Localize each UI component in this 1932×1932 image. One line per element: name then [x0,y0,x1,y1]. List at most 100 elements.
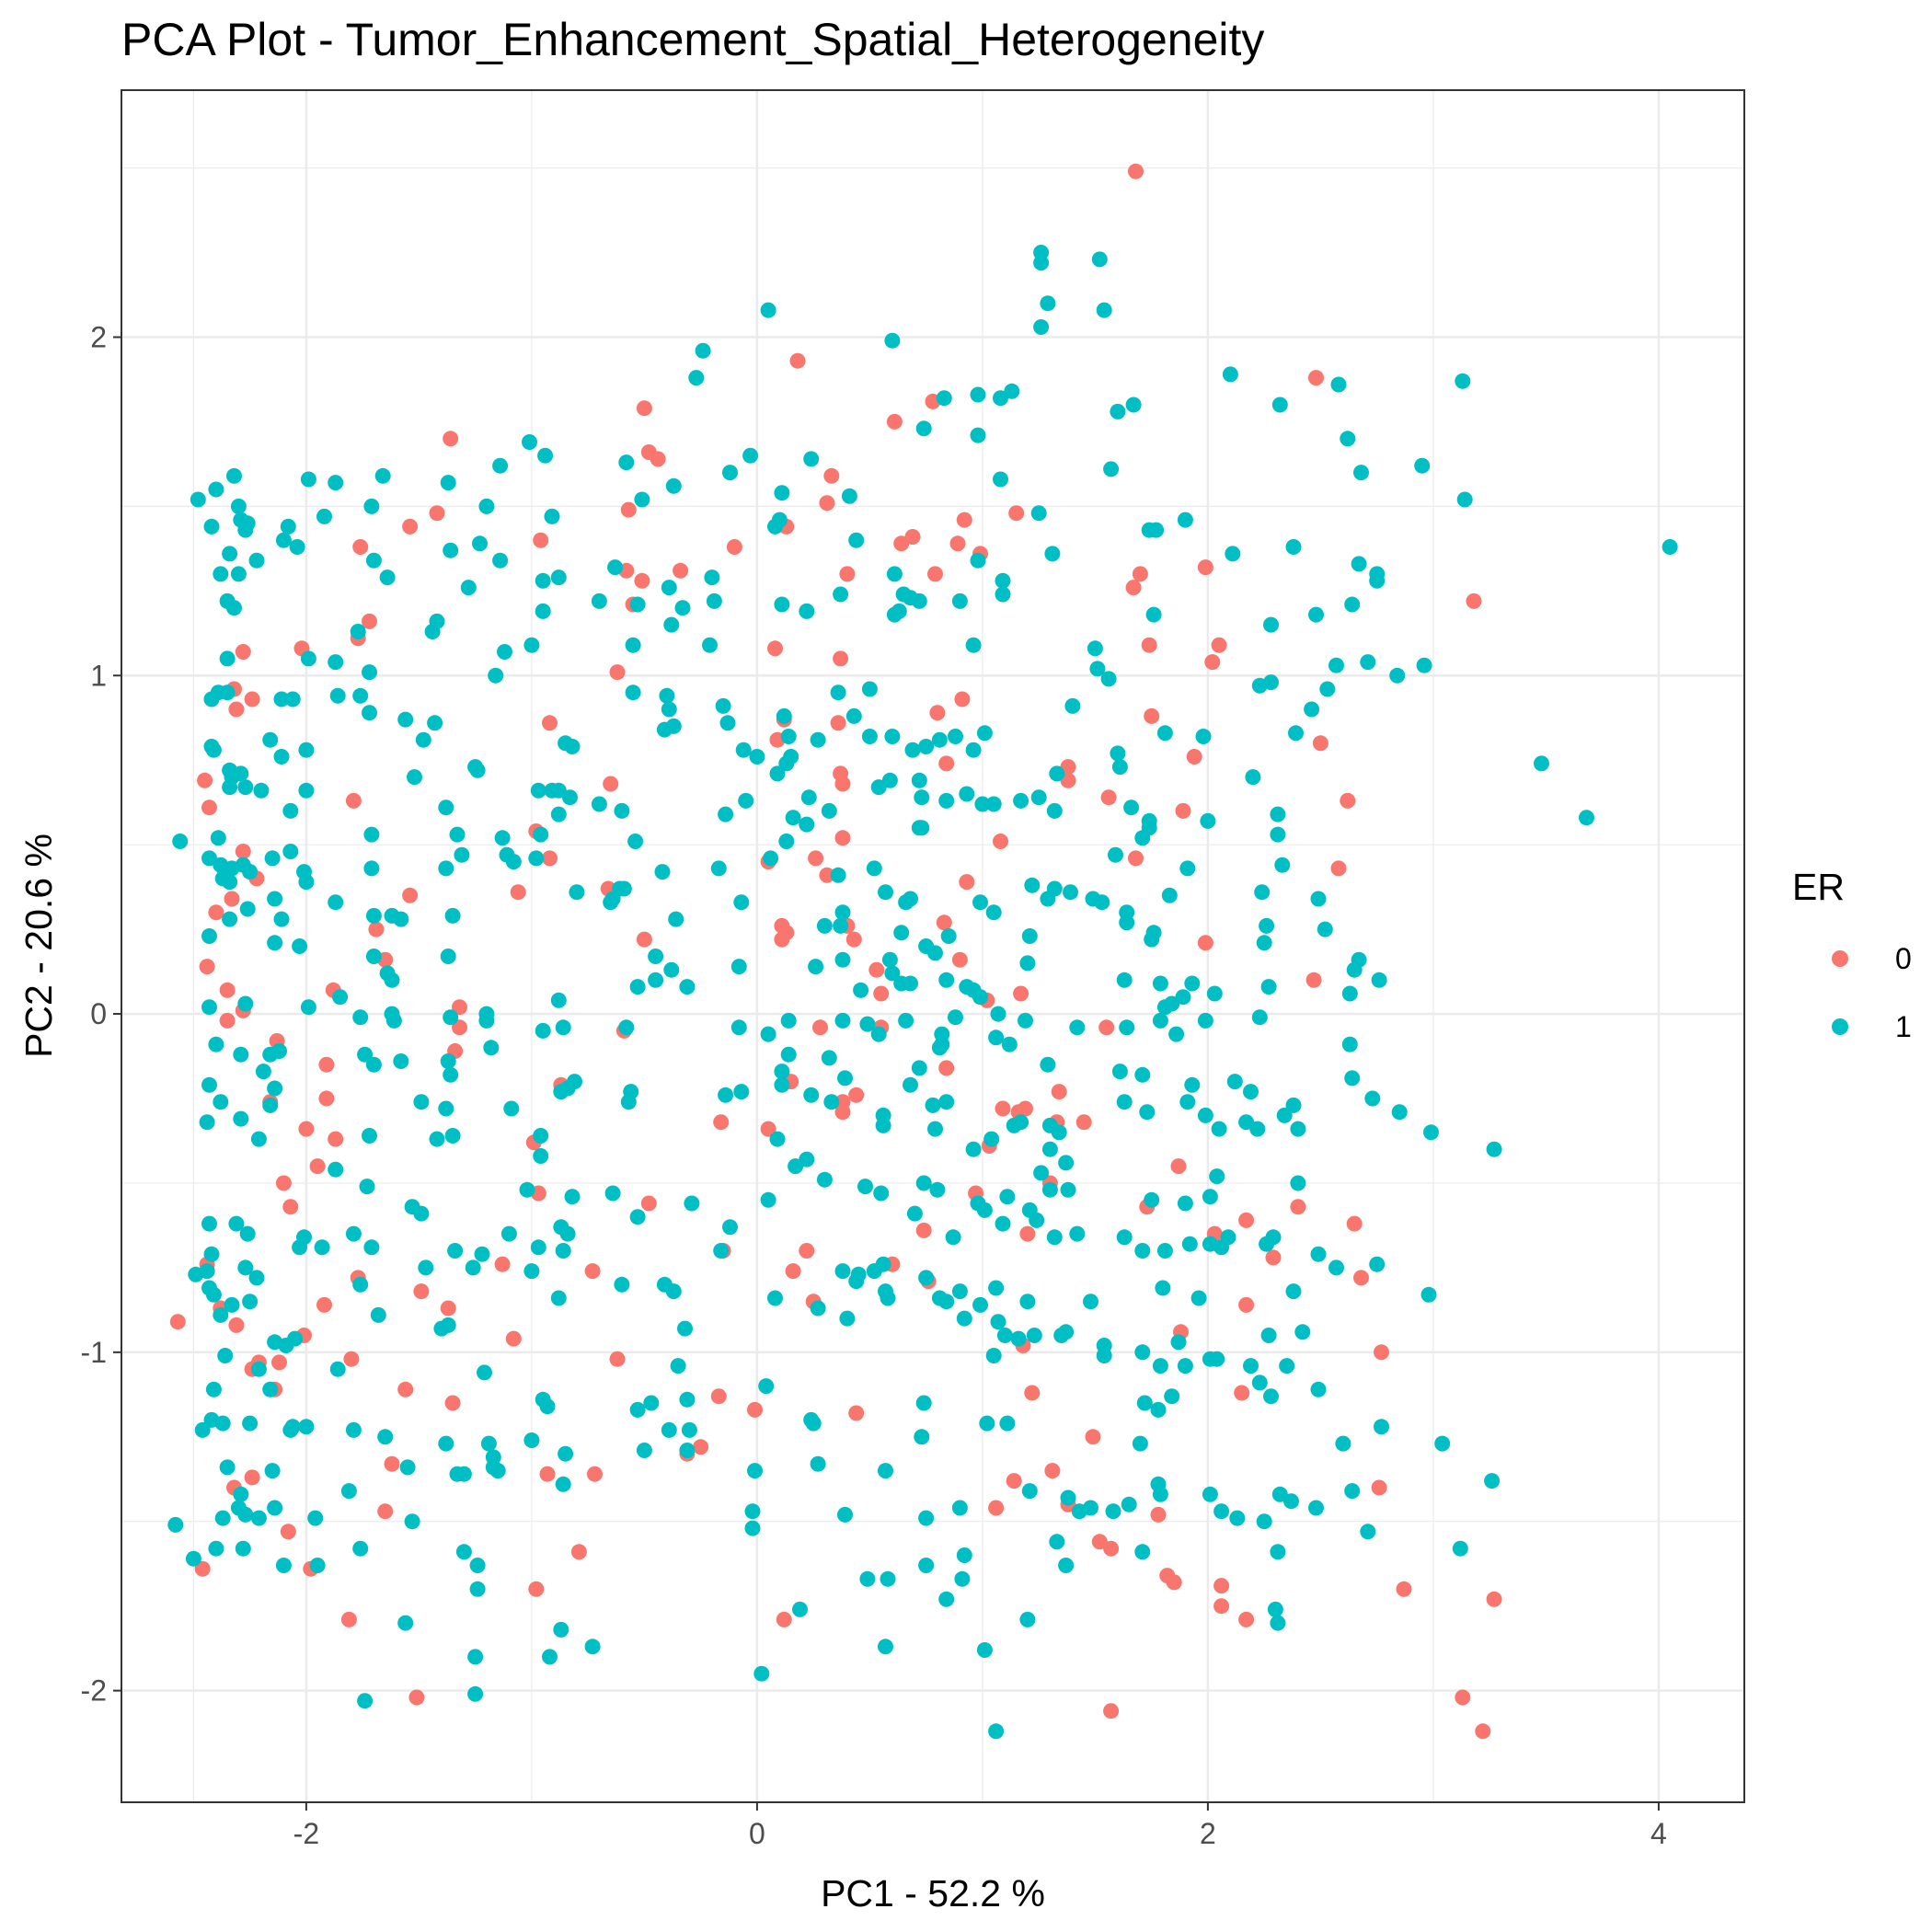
data-point-er-0 [1103,1703,1120,1719]
data-point-er-1 [503,1100,520,1117]
data-point-er-1 [1270,806,1286,822]
data-point-er-1 [363,860,380,877]
data-point-er-1 [352,1009,369,1026]
data-point-er-1 [1211,1121,1227,1137]
data-point-er-1 [413,1205,430,1222]
data-point-er-1 [1033,255,1050,271]
data-point-er-1 [233,1110,249,1127]
data-point-er-1 [1177,1358,1193,1374]
data-point-er-1 [1111,759,1128,776]
data-point-er-1 [523,1432,540,1448]
data-point-er-0 [936,914,952,931]
data-point-er-1 [550,992,567,1008]
data-point-er-0 [774,931,790,948]
data-point-er-1 [1328,1259,1344,1276]
data-point-er-0 [650,451,666,467]
data-point-er-0 [710,1388,727,1405]
data-point-er-1 [774,1076,790,1093]
data-point-er-1 [424,624,441,639]
data-point-er-1 [280,518,296,535]
data-point-er-1 [1058,1558,1075,1573]
data-point-er-1 [438,799,454,816]
data-point-er-1 [915,420,932,437]
data-point-er-1 [185,1550,201,1567]
data-point-er-1 [929,1181,946,1198]
data-point-er-1 [938,792,955,809]
data-point-er-1 [936,390,952,407]
data-point-er-1 [1105,1503,1121,1520]
data-point-er-0 [726,539,742,555]
data-point-er-1 [878,884,893,901]
data-point-er-1 [1152,975,1168,992]
data-point-er-0 [1305,972,1322,988]
data-point-er-1 [584,1639,601,1655]
data-point-er-1 [237,1259,254,1276]
data-point-er-1 [363,826,380,843]
data-point-er-1 [298,1419,315,1435]
data-point-er-0 [533,532,549,548]
data-point-er-1 [1276,1107,1293,1123]
data-point-er-1 [884,965,901,982]
data-point-er-1 [440,1053,456,1069]
data-point-er-0 [868,961,885,978]
data-point-er-1 [385,1012,402,1029]
data-point-er-1 [284,691,301,707]
data-point-er-1 [938,972,955,988]
data-point-er-1 [744,1503,761,1520]
data-point-er-0 [1238,1296,1255,1313]
data-point-er-1 [1202,1189,1218,1205]
data-point-er-1 [1328,657,1344,673]
data-point-er-0 [767,640,783,657]
data-point-er-1 [190,491,206,508]
data-point-er-1 [1119,914,1135,931]
data-point-er-1 [233,1486,249,1502]
data-point-er-1 [201,1215,217,1232]
data-point-er-1 [1116,1094,1133,1110]
data-point-er-1 [1018,1012,1033,1029]
data-point-er-1 [352,687,369,704]
data-point-er-1 [972,1296,988,1313]
data-point-er-1 [848,532,865,548]
data-point-er-1 [663,961,680,978]
data-point-er-0 [352,539,369,555]
data-point-er-1 [535,603,551,619]
data-point-er-1 [948,729,963,744]
data-point-er-1 [239,1225,256,1242]
data-point-er-1 [365,1056,382,1073]
data-point-er-1 [1033,1165,1050,1181]
data-point-er-1 [1222,366,1238,383]
data-point-er-1 [769,1131,786,1147]
data-point-er-1 [1021,1483,1038,1500]
data-point-er-1 [1341,985,1358,1002]
data-point-er-1 [1243,1358,1259,1374]
data-point-er-0 [224,891,240,907]
data-point-er-1 [1184,975,1201,992]
data-point-er-1 [780,1012,797,1029]
data-point-er-0 [208,904,224,921]
data-point-er-1 [222,779,238,796]
data-point-er-1 [625,684,641,701]
data-point-er-1 [985,904,1002,921]
data-point-er-1 [780,729,797,744]
data-point-er-1 [228,1215,245,1232]
data-point-er-0 [271,1354,287,1371]
data-point-er-0 [776,1611,792,1627]
data-point-er-1 [931,731,948,748]
data-point-er-1 [553,1084,569,1100]
data-point-er-1 [995,572,1011,589]
data-point-er-1 [988,1280,1005,1296]
data-point-er-1 [995,1215,1011,1232]
data-point-er-1 [659,687,675,704]
data-point-er-1 [1170,1334,1187,1351]
data-point-er-1 [443,1066,459,1083]
data-point-er-0 [954,691,971,707]
data-point-er-0 [1234,1385,1250,1401]
data-point-er-1 [203,518,220,535]
data-point-er-1 [352,1276,369,1293]
data-point-er-1 [861,729,878,744]
data-point-er-0 [402,518,419,535]
data-point-er-0 [1213,1578,1230,1594]
data-point-er-1 [788,1158,804,1175]
data-point-er-1 [352,1540,369,1557]
data-point-er-1 [300,650,316,667]
